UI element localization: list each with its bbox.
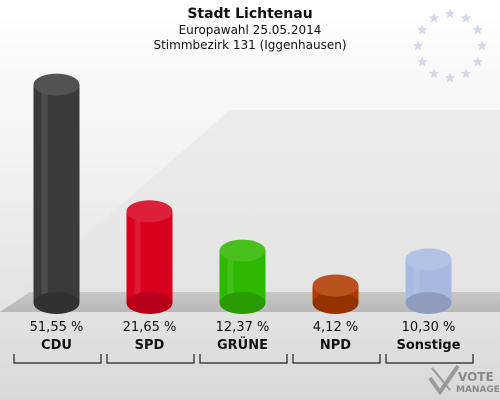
eu-star (428, 68, 440, 79)
category-label: CDU (41, 338, 72, 353)
category-bracket (106, 354, 195, 364)
bar-spd (126, 200, 173, 314)
bar-top (219, 239, 266, 262)
bar-base (312, 292, 359, 314)
eu-star (472, 56, 483, 67)
eu-star (412, 40, 424, 51)
chart-title: Stadt Lichtenau (187, 6, 312, 22)
category-label: Sonstige (396, 338, 460, 353)
eu-star (472, 24, 483, 35)
bar-top (405, 248, 452, 271)
eu-star (417, 56, 428, 67)
eu-stars-icon (412, 8, 488, 83)
chart-subtitle: Europawahl 25.05.2014 (179, 23, 322, 37)
chart-backdrop (0, 110, 500, 310)
category-bracket (13, 354, 102, 364)
category-label: NPD (320, 338, 351, 353)
bar-npd (312, 274, 359, 314)
bar-base (126, 292, 173, 314)
labels-group: 51,55 % CDU 21,65 % SPD 12,37 % GRÜNE 4,12 % NP… (30, 320, 461, 353)
vote-manager-logo: VOTE MANAGER (428, 364, 500, 396)
bar-body (126, 211, 173, 303)
bar-sonstige (405, 248, 452, 314)
eu-star (417, 24, 428, 35)
category-bracket (385, 354, 474, 364)
bar-highlight (134, 211, 141, 303)
category-label: SPD (135, 338, 165, 353)
value-label: 21,65 % (123, 320, 177, 335)
category-label: GRÜNE (217, 337, 268, 353)
bar-highlight (227, 250, 234, 303)
category-bracket (292, 354, 381, 364)
eu-star (444, 8, 456, 19)
bar-cdu (33, 73, 80, 314)
eu-star (476, 40, 488, 51)
bar-top (33, 73, 80, 96)
value-label: 12,37 % (216, 320, 270, 335)
checkmark-icon (428, 364, 460, 396)
eu-star (428, 12, 440, 23)
bar-base (33, 292, 80, 314)
value-label: 4,12 % (313, 320, 358, 335)
category-brackets (13, 354, 474, 364)
bar-highlight (41, 84, 48, 304)
value-label: 51,55 % (30, 320, 84, 335)
category-bracket (199, 354, 288, 364)
bar-base (405, 292, 452, 314)
eu-star (444, 72, 456, 83)
bar-top (312, 274, 359, 297)
bar-body (33, 84, 80, 304)
value-label: 10,30 % (402, 320, 456, 335)
chart-district: Stimmbezirk 131 (Iggenhausen) (153, 38, 346, 52)
logo-line1: VOTE (458, 370, 494, 384)
bar-grüne (219, 239, 266, 314)
logo-line2: MANAGER (456, 385, 500, 395)
bar-top (126, 200, 173, 223)
eu-star (460, 68, 472, 79)
bars-group (33, 73, 452, 314)
bar-highlight (413, 259, 420, 303)
bar-base (219, 292, 266, 314)
eu-star (460, 12, 472, 23)
